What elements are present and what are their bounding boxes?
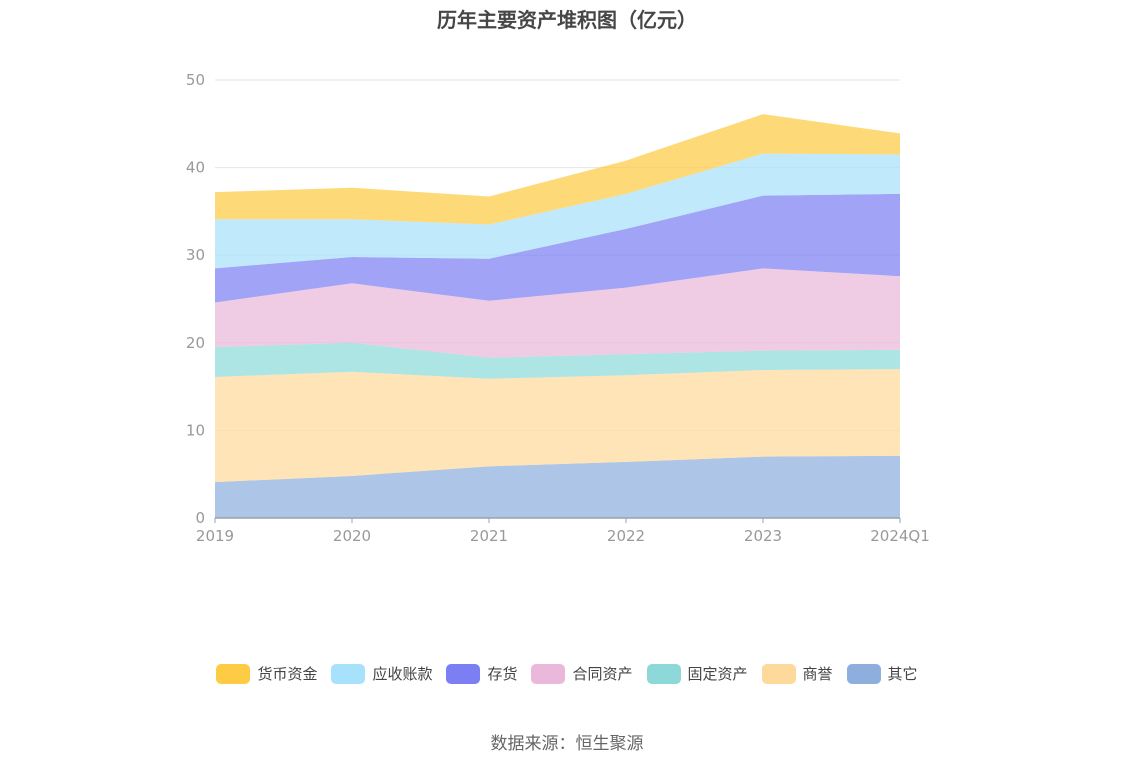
legend-item[interactable]: 合同资产 <box>531 663 633 684</box>
legend-swatch <box>216 663 251 684</box>
legend-swatch <box>761 663 796 684</box>
legend-label: 合同资产 <box>572 665 633 683</box>
area-series-4 <box>215 193 900 303</box>
legend-label: 固定资产 <box>687 665 748 683</box>
x-tick-label: 2021 <box>470 527 508 545</box>
stacked-area-chart: 0 10 20 30 40 50 2019 2020 2021 2022 2023 2024Q1 <box>186 71 930 545</box>
chart-legend: 货币资金 应收账款 存货 合同资产 固定资产 商誉 其它 <box>0 663 1134 684</box>
legend-label: 货币资金 <box>257 665 318 683</box>
area-series-5 <box>215 153 900 269</box>
y-tick-label: 10 <box>186 421 205 439</box>
x-tick-label: 2019 <box>196 527 234 545</box>
legend-item[interactable]: 应收账款 <box>331 663 432 684</box>
legend-swatch <box>846 663 881 684</box>
area-series-3 <box>215 268 900 358</box>
y-tick-label: 20 <box>186 334 205 352</box>
legend-item[interactable]: 固定资产 <box>646 663 748 684</box>
legend-label: 其它 <box>887 665 918 683</box>
legend-label: 商誉 <box>802 665 833 683</box>
data-source-note: 数据来源：恒生聚源 <box>490 734 644 754</box>
legend-swatch <box>331 663 366 684</box>
x-tick-label: 2022 <box>607 527 645 545</box>
legend-swatch <box>446 663 481 684</box>
x-tick-label: 2023 <box>744 527 782 545</box>
legend-label: 存货 <box>487 665 518 683</box>
x-tick-label: 2024Q1 <box>870 527 930 545</box>
legend-item[interactable]: 商誉 <box>761 663 833 684</box>
y-tick-label: 40 <box>186 159 205 177</box>
legend-item[interactable]: 存货 <box>446 663 517 684</box>
legend-swatch <box>531 663 566 684</box>
legend-label: 应收账款 <box>372 665 433 683</box>
legend-swatch <box>646 663 681 684</box>
x-tick-label: 2020 <box>333 527 371 545</box>
legend-item[interactable]: 其它 <box>846 663 918 684</box>
area-series-1 <box>215 369 900 483</box>
legend-item[interactable]: 货币资金 <box>216 663 317 684</box>
y-tick-label: 50 <box>186 71 205 89</box>
y-tick-label: 30 <box>186 246 205 264</box>
area-series-2 <box>215 342 900 379</box>
area-series-0 <box>215 455 900 518</box>
area-series-6 <box>215 114 900 225</box>
chart-title: 历年主要资产堆积图（亿元） <box>437 8 697 32</box>
y-tick-label: 0 <box>195 509 205 527</box>
